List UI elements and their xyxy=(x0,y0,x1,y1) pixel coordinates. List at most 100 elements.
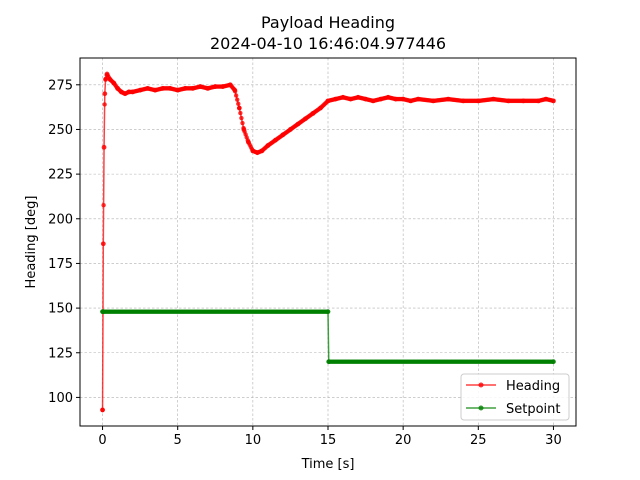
heading-sample-point xyxy=(240,120,245,126)
heading-data-point xyxy=(250,148,256,154)
heading-data-point xyxy=(220,84,226,89)
y-tick-label: 250 xyxy=(48,123,73,138)
heading-data-point xyxy=(100,407,105,413)
y-tick-label: 225 xyxy=(48,168,73,183)
x-tick-label: 15 xyxy=(320,433,337,448)
heading-data-point xyxy=(111,80,117,86)
chart-title: Payload Heading xyxy=(261,13,395,32)
heading-data-point xyxy=(152,87,158,93)
heading-data-point xyxy=(197,84,203,89)
heading-data-point xyxy=(212,84,218,89)
heading-data-point xyxy=(378,96,384,102)
heading-data-point xyxy=(145,85,151,91)
setpoint-data-point xyxy=(551,359,556,365)
heading-data-point xyxy=(236,105,242,111)
heading-data-point xyxy=(101,144,107,150)
axis-ticks: 0 5 10 15 20 25 30 100 125 150 175 200 225 250 275 xyxy=(48,78,562,448)
y-tick-label: 125 xyxy=(48,346,73,361)
x-tick-label: 10 xyxy=(245,433,262,448)
legend-setpoint-marker xyxy=(478,405,484,411)
heading-data-point xyxy=(254,150,260,156)
x-tick-label: 30 xyxy=(545,433,562,448)
heading-data-point xyxy=(355,94,361,100)
x-tick-label: 20 xyxy=(395,433,412,448)
heading-data-point xyxy=(118,89,124,95)
heading-data-point xyxy=(205,85,211,91)
heading-data-point xyxy=(227,82,233,88)
heading-data-point xyxy=(107,77,113,82)
heading-data-point xyxy=(190,85,196,91)
heading-data-point xyxy=(122,91,128,97)
heading-sample-point xyxy=(238,110,243,116)
x-tick-label: 25 xyxy=(470,433,487,448)
grid-lines xyxy=(80,58,576,426)
heading-data-point xyxy=(265,143,271,148)
heading-data-point xyxy=(137,87,143,93)
heading-data-point xyxy=(167,85,173,91)
heading-data-point xyxy=(310,110,316,116)
y-axis-label: Heading [deg] xyxy=(24,196,39,289)
legend-heading-marker xyxy=(478,382,484,388)
heading-data-point xyxy=(505,98,511,104)
plot-series xyxy=(100,71,556,413)
heading-data-point xyxy=(126,89,132,95)
heading-data-point xyxy=(370,98,376,104)
x-axis-label: Time [s] xyxy=(301,457,355,472)
legend: Heading Setpoint xyxy=(460,373,570,421)
x-tick-label: 0 xyxy=(98,433,106,448)
heading-data-point xyxy=(100,241,106,247)
chart-subtitle: 2024-04-10 16:46:04.977446 xyxy=(210,34,446,53)
heading-data-point xyxy=(259,148,265,154)
setpoint-data-point xyxy=(325,309,331,315)
y-tick-label: 100 xyxy=(48,391,73,406)
heading-data-point xyxy=(340,94,346,100)
heading-data-point xyxy=(245,139,251,145)
heading-data-point xyxy=(393,96,399,102)
heading-data-point xyxy=(295,121,301,127)
heading-data-point xyxy=(460,98,466,104)
heading-data-point xyxy=(182,85,188,91)
setpoint-data-point xyxy=(100,309,106,315)
heading-sample-point xyxy=(236,101,241,107)
heading-sample-point xyxy=(233,93,239,98)
heading-data-point xyxy=(408,98,414,104)
setpoint-data-point xyxy=(326,359,332,365)
heading-data-point xyxy=(160,85,166,91)
y-tick-label: 200 xyxy=(48,212,73,227)
legend-heading-label: Heading xyxy=(506,379,560,394)
legend-setpoint-label: Setpoint xyxy=(506,402,561,417)
heading-sample-point xyxy=(102,102,107,107)
heading-data-point xyxy=(475,98,481,104)
heading-data-point xyxy=(318,105,323,111)
heading-data-point xyxy=(490,96,496,102)
x-tick-label: 5 xyxy=(174,433,182,448)
heading-data-point xyxy=(272,137,278,143)
heading-data-point xyxy=(103,77,108,82)
heading-data-point xyxy=(400,96,406,102)
y-tick-label: 150 xyxy=(48,302,73,317)
heading-data-point xyxy=(288,127,293,132)
heading-sample-point xyxy=(235,97,240,102)
heading-data-point xyxy=(543,96,549,102)
heading-data-point xyxy=(175,87,181,93)
heading-data-point xyxy=(130,89,136,95)
heading-data-point xyxy=(232,87,238,93)
heading-data-point xyxy=(551,98,556,104)
heading-sample-point xyxy=(239,115,244,121)
heading-data-point xyxy=(333,96,338,102)
heading-data-point xyxy=(115,85,120,91)
heading-data-point xyxy=(348,96,353,102)
heading-data-point xyxy=(303,116,308,122)
heading-data-point xyxy=(445,96,451,102)
heading-data-point xyxy=(104,71,110,77)
heading-data-point xyxy=(415,96,421,102)
y-tick-label: 175 xyxy=(48,257,73,272)
heading-data-point xyxy=(325,98,331,104)
heading-data-point xyxy=(280,132,286,138)
y-tick-label: 275 xyxy=(48,78,73,93)
heading-data-point xyxy=(363,96,368,102)
heading-data-point xyxy=(385,94,391,100)
heading-data-point xyxy=(430,98,436,104)
heading-sample-point xyxy=(101,203,106,208)
